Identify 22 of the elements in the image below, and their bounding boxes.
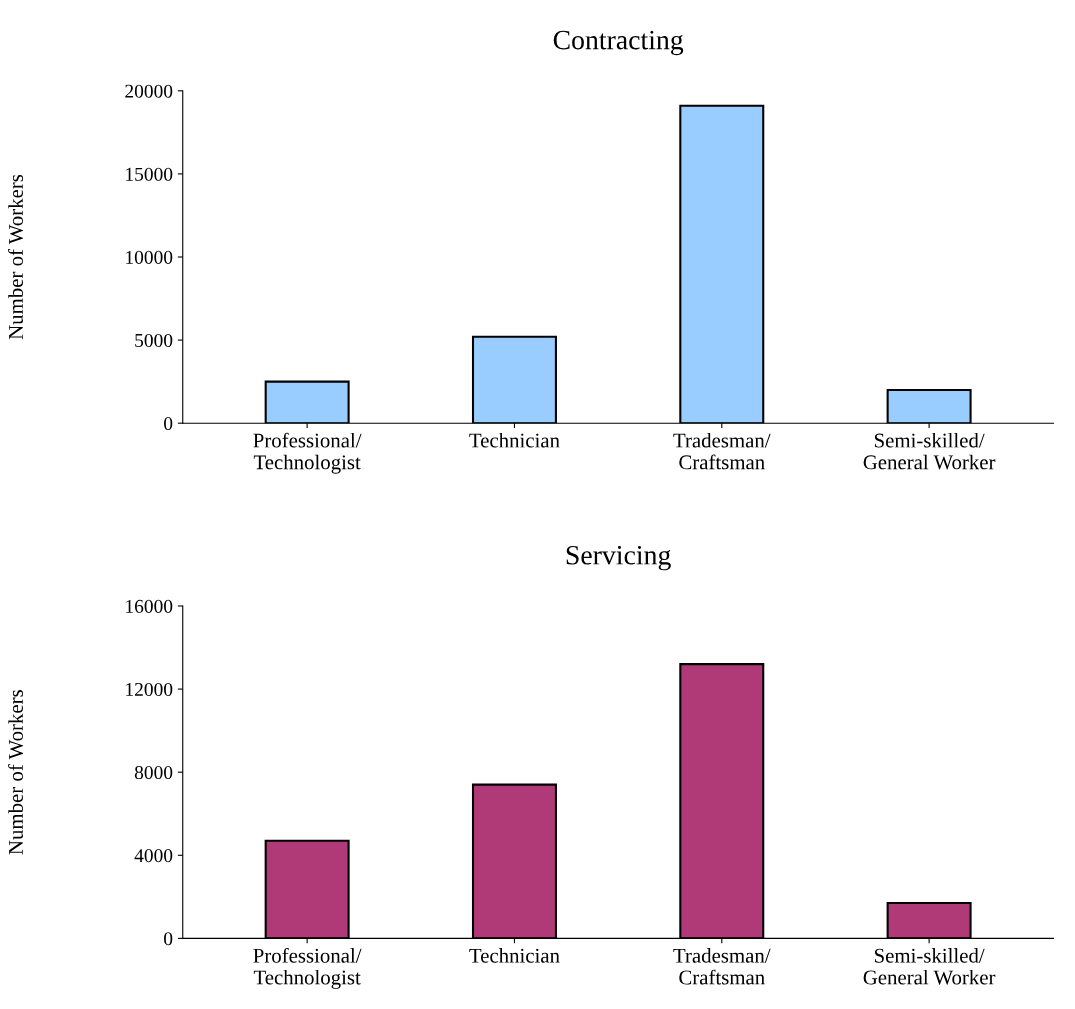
y-tick-label: 5000 <box>135 333 173 348</box>
x-tick-label: Semi-skilled/ General Worker <box>863 432 996 470</box>
x-tick-label: Professional/ Technologist <box>253 432 362 474</box>
chart-title: Servicing <box>566 545 671 571</box>
chart-title: Contracting <box>553 30 684 56</box>
y-axis-title: Number of Workers <box>8 690 24 855</box>
y-tick-label: 12000 <box>126 682 173 697</box>
y-tick-label: 20000 <box>125 84 173 98</box>
x-tick-label: Tradesman/ Craftsman <box>673 948 771 985</box>
y-tick-label: 0 <box>164 932 173 946</box>
x-tick-label: Technician <box>469 432 560 448</box>
y-axis-title: Number of Workers <box>8 174 24 340</box>
x-tick-label: Semi-skilled/ General Worker <box>863 948 996 985</box>
y-tick-label: 8000 <box>134 766 173 780</box>
x-tick-label: Tradesman/ Craftsman <box>673 432 771 470</box>
y-tick-label: 10000 <box>126 250 173 264</box>
x-tick-label: Professional/ Technologist <box>253 947 362 989</box>
y-tick-label: 0 <box>164 417 173 431</box>
y-tick-label: 16000 <box>126 599 173 613</box>
y-tick-label: 4000 <box>134 849 173 863</box>
x-tick-label: Technician <box>469 948 560 963</box>
y-tick-label: 15000 <box>126 167 173 181</box>
